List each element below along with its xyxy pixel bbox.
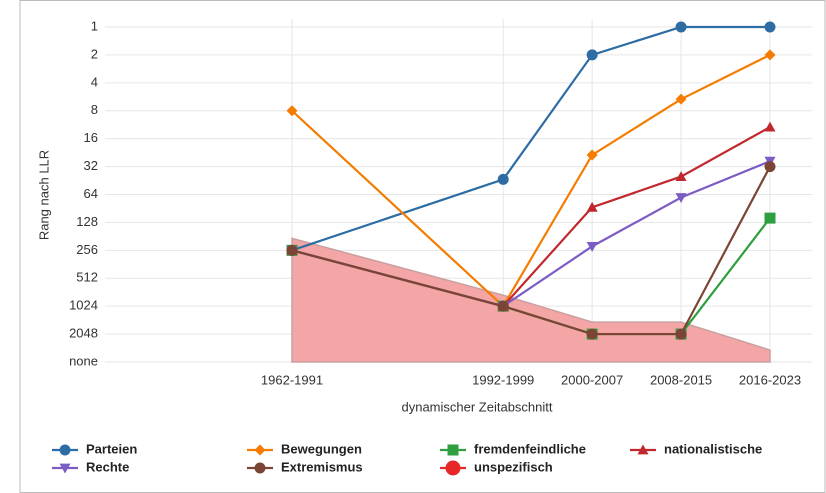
x-tick-label: 2016-2023 [739,372,801,387]
marker [586,49,598,61]
legend-label: fremdenfeindliche [474,441,586,456]
x-tick-label: 1992-1999 [472,372,534,387]
legend-item: Rechte [52,459,129,474]
legend-label: Parteien [86,441,137,456]
x-tick-label: 2000-2007 [561,372,623,387]
marker [286,244,298,256]
y-tick-label: 256 [76,242,98,257]
legend-label: unspezifisch [474,459,553,474]
x-axis-label: dynamischer Zeitabschnitt [401,399,552,414]
marker [764,161,776,173]
legend-label: Bewegungen [281,441,362,456]
legend-item: Bewegungen [247,441,362,456]
legend-label: Rechte [86,459,129,474]
marker [675,328,687,340]
marker [254,444,266,456]
marker [764,121,776,132]
marker [586,328,598,340]
legend-item: Parteien [52,441,137,456]
marker [764,49,776,61]
legend-label: Extremismus [281,459,363,474]
legend-item: unspezifisch [440,459,553,476]
y-tick-label: 1024 [69,298,98,313]
marker [637,444,649,455]
legend-label: nationalistische [664,441,762,456]
marker [675,21,687,33]
y-tick-label: 2048 [69,326,98,341]
marker [675,171,687,181]
legend-item: Extremismus [247,459,363,474]
y-tick-label: 32 [84,158,98,173]
marker [586,241,598,252]
frame [19,0,826,493]
marker [59,444,71,456]
y-tick-label: 2 [91,46,98,61]
marker [445,460,461,476]
legend-item: fremdenfeindliche [440,441,586,456]
area [291,237,771,363]
y-tick-label: 1 [91,18,98,33]
marker [586,149,598,161]
marker [764,21,776,33]
x-tick-label: 1962-1991 [261,372,323,387]
y-tick-label: 8 [91,102,98,117]
y-tick-label: 128 [76,214,98,229]
marker [764,212,776,224]
marker [254,462,266,474]
y-tick-label: 4 [91,74,98,89]
y-tick-label: 64 [84,186,98,201]
legend-item: nationalistische [630,441,762,456]
marker [675,193,687,204]
marker [586,201,598,212]
y-tick-label: 512 [76,270,98,285]
marker [497,173,509,185]
marker [286,105,298,117]
y-axis-label: Rang nach LLR [36,150,51,240]
marker [675,93,687,105]
marker [497,300,509,312]
marker [59,463,71,474]
y-tick-label: 16 [84,130,98,145]
marker [447,444,459,456]
x-tick-label: 2008-2015 [650,372,712,387]
y-tick-label: none [69,353,98,368]
